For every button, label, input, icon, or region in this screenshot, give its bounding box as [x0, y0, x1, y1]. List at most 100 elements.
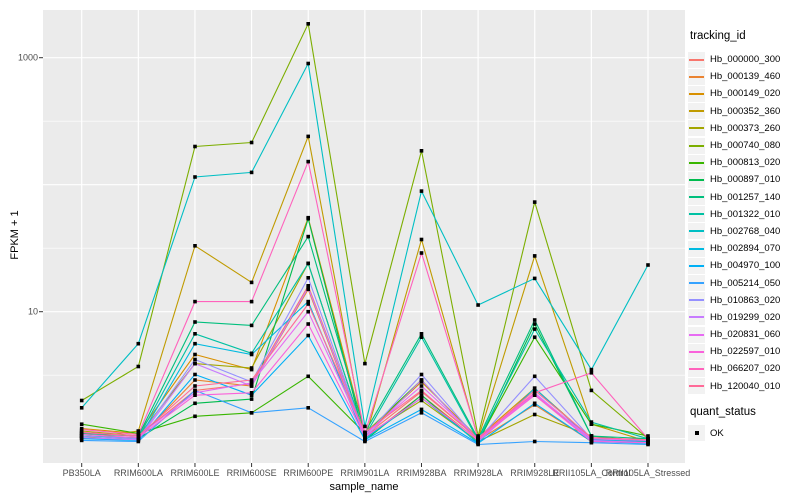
data-point — [419, 380, 424, 384]
data-point — [249, 140, 254, 145]
data-point — [419, 407, 424, 412]
data-point — [306, 61, 310, 66]
legend-item: Hb_066207_020 — [688, 360, 798, 377]
x-axis-title: sample_name — [329, 481, 399, 493]
data-point — [306, 299, 310, 304]
series-color-line-icon — [689, 75, 704, 78]
legend-item: Hb_001257_140 — [688, 189, 798, 206]
series-color-line-icon — [689, 144, 704, 147]
data-point — [193, 244, 197, 248]
data-point — [646, 434, 650, 438]
legend-key-swatch — [688, 257, 705, 274]
data-point — [79, 422, 84, 426]
x-tick-label: RRIM600SE — [227, 468, 277, 478]
series-color-line-icon — [689, 350, 704, 353]
x-tick-label: RRIM928LE — [510, 468, 559, 478]
legend-key-swatch — [688, 360, 705, 377]
data-point — [419, 411, 424, 415]
x-tick-label: RRIM928BA — [396, 468, 446, 478]
legend-title-tracking-id: tracking_id — [690, 30, 746, 42]
data-point — [249, 384, 254, 388]
data-point — [249, 170, 254, 175]
data-point — [363, 430, 367, 435]
data-point — [419, 251, 424, 255]
legend-item-label: Hb_002768_040 — [710, 225, 781, 237]
data-point — [79, 432, 84, 437]
legend-key-swatch — [688, 85, 705, 102]
legend-item-ok: OK — [688, 425, 798, 442]
legend-key-swatch — [688, 326, 705, 343]
legend-item-label: Hb_000352_360 — [710, 105, 781, 117]
data-point — [589, 435, 594, 440]
data-point — [249, 299, 254, 304]
data-point — [532, 386, 537, 390]
data-point — [363, 435, 367, 439]
data-point — [476, 436, 480, 441]
data-point — [249, 391, 254, 395]
data-point — [306, 322, 310, 326]
series-color-line-icon — [689, 58, 704, 61]
data-point — [589, 420, 594, 424]
series-color-line-icon — [689, 110, 704, 113]
data-point — [532, 393, 537, 397]
quant-ok-key — [688, 425, 705, 442]
legend-key-swatch — [688, 51, 705, 68]
data-point — [79, 427, 84, 432]
data-point — [79, 406, 84, 410]
legend-key-swatch — [688, 154, 705, 171]
data-point — [193, 175, 197, 179]
legend-item-label: Hb_019299_020 — [710, 311, 781, 323]
legend-item: Hb_002768_040 — [688, 223, 798, 240]
data-point — [306, 333, 310, 338]
legend-item-label: OK — [710, 427, 724, 439]
data-point — [532, 335, 537, 339]
legend-item-label: Hb_066207_020 — [710, 363, 781, 375]
data-point — [249, 280, 254, 285]
legend-key-swatch — [688, 292, 705, 309]
x-tick-label: RRIM928LA — [454, 468, 503, 478]
series-color-line-icon — [689, 264, 704, 267]
data-point — [532, 254, 537, 258]
data-point — [532, 318, 537, 322]
data-point — [136, 341, 141, 346]
data-point — [419, 335, 424, 339]
x-tick-label: RRIM600LE — [170, 468, 219, 478]
data-point — [249, 397, 254, 401]
legend-item-label: Hb_005214_050 — [710, 277, 781, 289]
series-color-line-icon — [689, 299, 704, 302]
data-point — [306, 22, 310, 26]
legend-item-label: Hb_010863_020 — [710, 294, 781, 306]
legend-key-swatch — [688, 171, 705, 188]
legend-key-swatch — [688, 223, 705, 240]
series-color-line-icon — [689, 316, 704, 319]
data-point — [419, 393, 424, 397]
legend-key-swatch — [688, 68, 705, 85]
legend-item: Hb_001322_010 — [688, 206, 798, 223]
series-color-line-icon — [689, 282, 704, 285]
data-point — [193, 391, 197, 395]
legend-item-label: Hb_000000_300 — [710, 54, 781, 66]
data-point — [306, 216, 310, 221]
data-point — [646, 438, 650, 442]
legend-item: Hb_000352_360 — [688, 103, 798, 120]
legend-item: Hb_010863_020 — [688, 292, 798, 309]
legend-item-label: Hb_000149_020 — [710, 88, 781, 100]
data-point — [419, 237, 424, 242]
data-point — [249, 378, 254, 382]
data-point — [79, 430, 84, 435]
x-tick-label: RRII105LA_Stressed — [606, 468, 691, 478]
data-point — [79, 438, 84, 443]
data-point — [193, 352, 197, 357]
data-point — [532, 374, 537, 379]
legend-key-swatch — [688, 240, 705, 257]
data-point — [646, 440, 650, 445]
legend-item-label: Hb_002894_070 — [710, 243, 781, 255]
data-point — [363, 424, 367, 429]
data-point — [136, 429, 141, 433]
data-point — [249, 411, 254, 415]
data-point — [363, 439, 367, 444]
series-color-line-icon — [689, 247, 704, 250]
y-tick-label: 1000 — [18, 53, 38, 63]
legend-item: Hb_020831_060 — [688, 326, 798, 343]
